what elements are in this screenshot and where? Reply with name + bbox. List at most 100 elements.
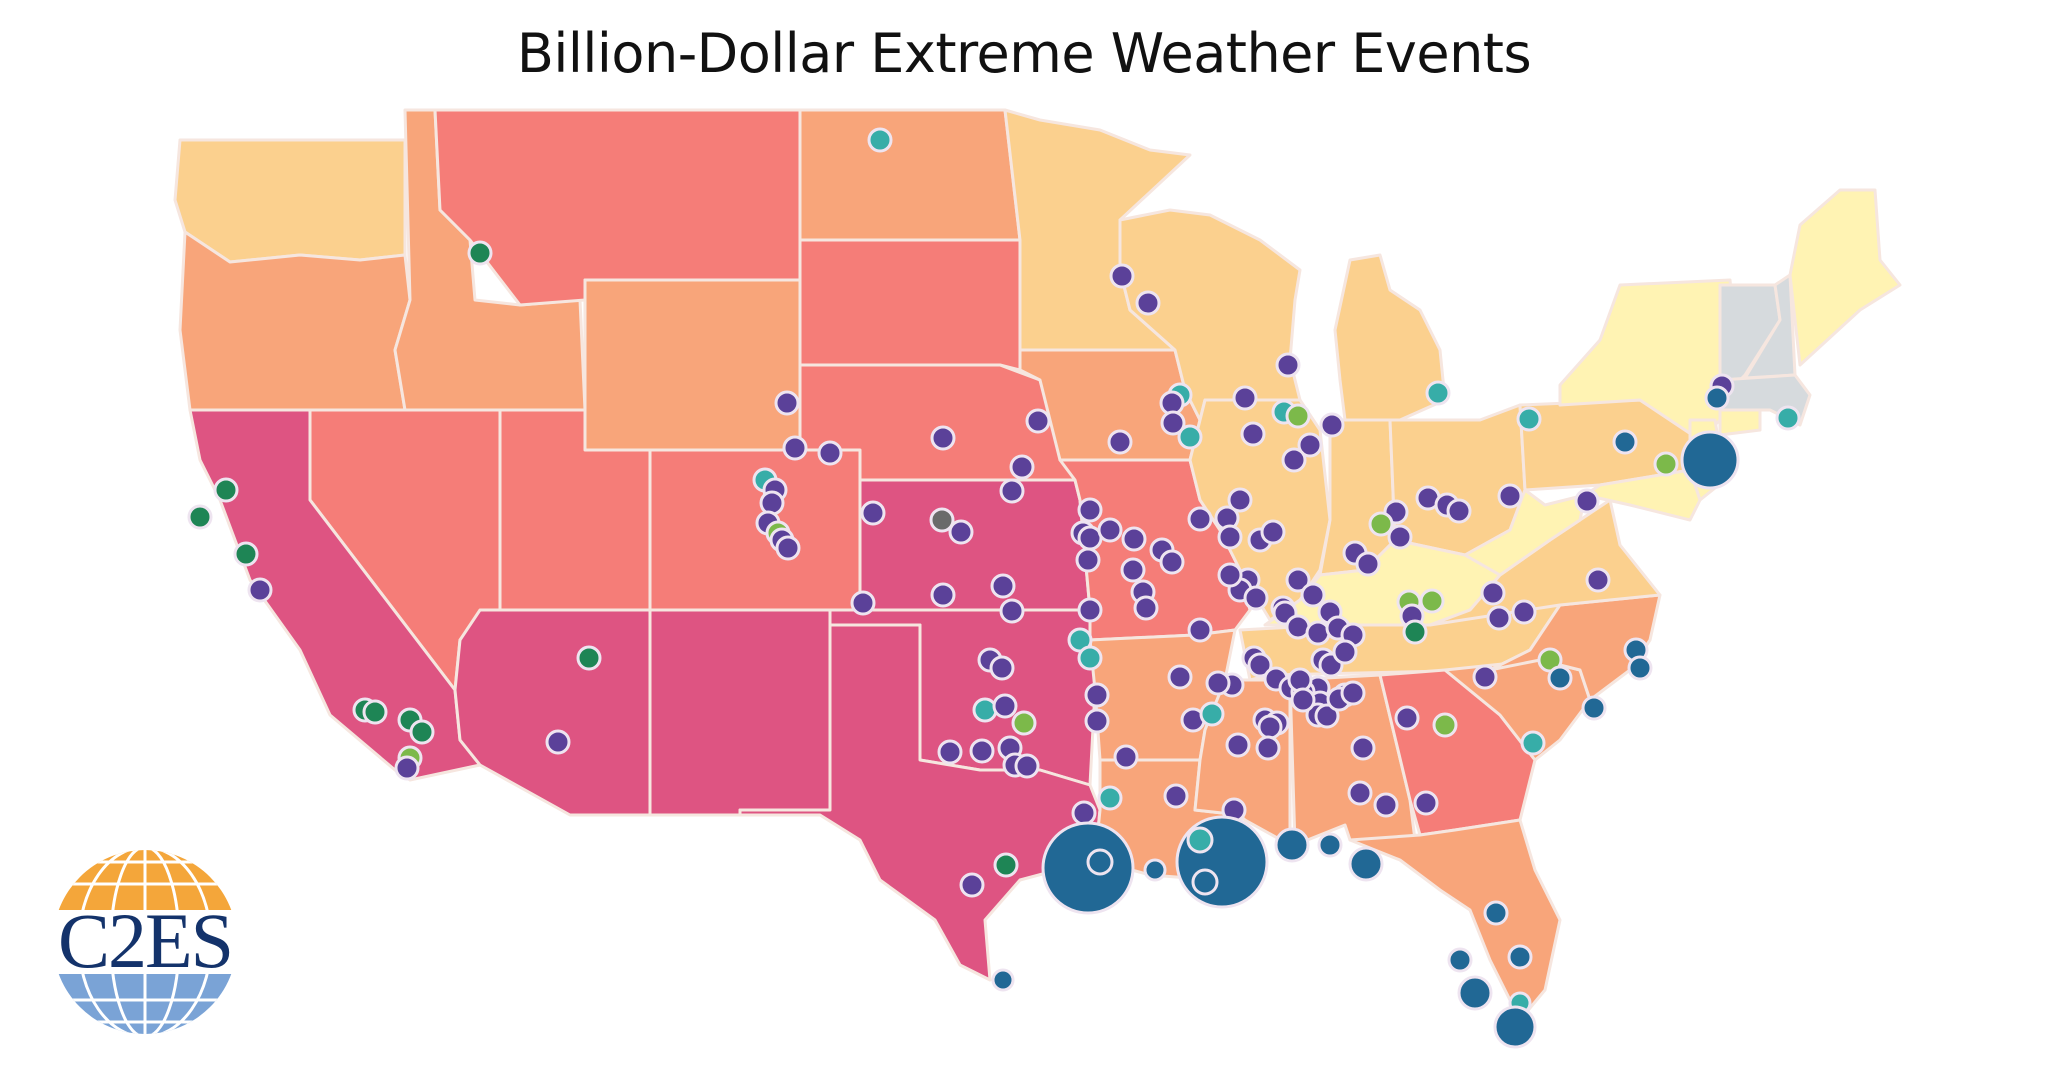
event-marker-severe-storm bbox=[1133, 595, 1159, 621]
event-marker-severe-storm bbox=[1281, 447, 1307, 473]
event-marker-flooding bbox=[972, 697, 998, 723]
event-marker-freeze bbox=[929, 507, 955, 533]
map-title: Billion-Dollar Extreme Weather Events bbox=[516, 22, 1532, 85]
event-marker-tropical-cyclone bbox=[1680, 430, 1740, 490]
state-ct bbox=[1718, 408, 1762, 437]
event-marker-tropical-cyclone bbox=[1493, 1005, 1537, 1049]
event-marker-severe-storm bbox=[1097, 517, 1123, 543]
event-marker-severe-storm bbox=[860, 500, 886, 526]
event-marker-drought bbox=[1653, 451, 1679, 477]
state-tx bbox=[738, 623, 1102, 982]
state-nd bbox=[798, 108, 1022, 242]
event-marker-severe-storm bbox=[1305, 620, 1331, 646]
event-marker-tropical-cyclone bbox=[1274, 827, 1310, 863]
event-marker-severe-storm bbox=[1121, 526, 1147, 552]
event-marker-severe-storm bbox=[1260, 519, 1286, 545]
event-marker-severe-storm bbox=[999, 598, 1025, 624]
event-marker-wildfire bbox=[993, 852, 1019, 878]
event-marker-severe-storm bbox=[1413, 790, 1439, 816]
event-marker-tropical-cyclone bbox=[1348, 846, 1384, 882]
event-marker-severe-storm bbox=[247, 577, 273, 603]
event-marker-flooding bbox=[1177, 424, 1203, 450]
event-marker-severe-storm bbox=[1075, 547, 1101, 573]
event-marker-wildfire bbox=[467, 240, 493, 266]
event-marker-flooding bbox=[1516, 406, 1542, 432]
event-marker-severe-storm bbox=[817, 440, 843, 466]
event-marker-severe-storm bbox=[1009, 454, 1035, 480]
event-marker-flooding bbox=[1186, 826, 1214, 854]
event-marker-wildfire bbox=[213, 477, 239, 503]
event-marker-severe-storm bbox=[969, 738, 995, 764]
event-marker-severe-storm bbox=[1511, 599, 1537, 625]
event-marker-severe-storm bbox=[1585, 567, 1611, 593]
event-marker-severe-storm bbox=[990, 573, 1016, 599]
state-az bbox=[453, 608, 652, 817]
event-marker-severe-storm bbox=[1217, 562, 1243, 588]
event-marker-severe-storm bbox=[1227, 487, 1253, 513]
event-marker-severe-storm bbox=[1486, 605, 1512, 631]
event-marker-severe-storm bbox=[1340, 680, 1366, 706]
event-marker-severe-storm bbox=[1205, 670, 1231, 696]
event-marker-severe-storm bbox=[774, 390, 800, 416]
event-marker-severe-storm bbox=[775, 535, 801, 561]
event-marker-severe-storm bbox=[1332, 639, 1358, 665]
event-marker-severe-storm bbox=[1255, 735, 1281, 761]
logo-text: C2ES bbox=[57, 897, 234, 984]
event-marker-severe-storm bbox=[545, 729, 571, 755]
event-marker-severe-storm bbox=[930, 425, 956, 451]
event-marker-flooding bbox=[1775, 405, 1801, 431]
event-marker-wildfire bbox=[409, 719, 435, 745]
event-marker-drought bbox=[1368, 511, 1394, 537]
event-marker-flooding bbox=[1199, 701, 1225, 727]
event-marker-severe-storm bbox=[1387, 524, 1413, 550]
event-marker-severe-storm bbox=[1135, 290, 1161, 316]
event-marker-severe-storm bbox=[999, 478, 1025, 504]
event-marker-severe-storm bbox=[992, 693, 1018, 719]
event-marker-severe-storm bbox=[1287, 667, 1313, 693]
event-marker-tropical-cyclone bbox=[1447, 947, 1473, 973]
state-wa bbox=[173, 138, 407, 264]
event-marker-severe-storm bbox=[948, 519, 974, 545]
event-marker-severe-storm bbox=[1446, 498, 1472, 524]
event-marker-drought bbox=[1011, 710, 1037, 736]
event-marker-severe-storm bbox=[1497, 483, 1523, 509]
event-marker-severe-storm bbox=[1574, 488, 1600, 514]
event-marker-severe-storm bbox=[1275, 352, 1301, 378]
event-marker-severe-storm bbox=[1109, 263, 1135, 289]
event-marker-severe-storm bbox=[1243, 585, 1269, 611]
event-marker-severe-storm bbox=[1247, 652, 1273, 678]
states-layer bbox=[173, 108, 1902, 1022]
event-marker-severe-storm bbox=[1472, 664, 1498, 690]
event-marker-severe-storm bbox=[1257, 714, 1283, 740]
globe-logo-icon bbox=[53, 850, 237, 1034]
state-wy bbox=[583, 278, 802, 452]
event-marker-severe-storm bbox=[1319, 412, 1345, 438]
event-marker-severe-storm bbox=[1077, 597, 1103, 623]
event-marker-severe-storm bbox=[759, 490, 785, 516]
event-marker-tropical-cyclone bbox=[991, 968, 1015, 992]
event-marker-severe-storm bbox=[1355, 551, 1381, 577]
event-marker-severe-storm bbox=[850, 590, 876, 616]
event-marker-tropical-cyclone bbox=[1547, 665, 1573, 691]
event-marker-drought bbox=[1419, 588, 1445, 614]
event-marker-severe-storm bbox=[1480, 580, 1506, 606]
event-marker-severe-storm bbox=[1297, 432, 1323, 458]
event-marker-flooding bbox=[1077, 645, 1103, 671]
event-marker-severe-storm bbox=[1163, 783, 1189, 809]
event-marker-tropical-cyclone bbox=[1507, 944, 1533, 970]
event-marker-severe-storm bbox=[1084, 708, 1110, 734]
event-marker-severe-storm bbox=[937, 739, 963, 765]
event-marker-tropical-cyclone bbox=[1317, 832, 1343, 858]
event-marker-severe-storm bbox=[1350, 735, 1376, 761]
event-marker-severe-storm bbox=[1394, 705, 1420, 731]
event-marker-severe-storm bbox=[989, 655, 1015, 681]
event-marker-severe-storm bbox=[1014, 753, 1040, 779]
event-marker-tropical-cyclone bbox=[1581, 695, 1607, 721]
event-marker-severe-storm bbox=[1217, 524, 1243, 550]
events-layer bbox=[187, 127, 1801, 1049]
event-marker-severe-storm bbox=[1347, 780, 1373, 806]
event-marker-severe-storm bbox=[1225, 732, 1251, 758]
state-md bbox=[1583, 468, 1702, 522]
event-marker-severe-storm bbox=[1077, 497, 1103, 523]
event-marker-flooding bbox=[867, 127, 893, 153]
